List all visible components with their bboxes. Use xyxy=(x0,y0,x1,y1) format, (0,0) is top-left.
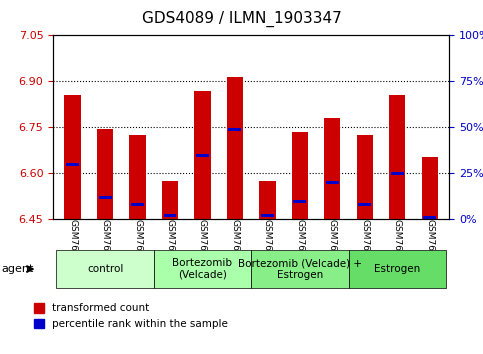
Bar xyxy=(196,154,209,156)
Text: GSM766676: GSM766676 xyxy=(68,219,77,274)
Bar xyxy=(97,129,113,219)
Text: GSM766687: GSM766687 xyxy=(328,219,337,274)
Bar xyxy=(194,91,211,219)
Text: GSM766686: GSM766686 xyxy=(296,219,304,274)
Bar xyxy=(65,95,81,219)
Text: Bortezomib (Velcade) +
Estrogen: Bortezomib (Velcade) + Estrogen xyxy=(238,258,362,280)
Bar xyxy=(292,132,308,219)
Bar xyxy=(164,214,176,217)
Bar xyxy=(422,156,438,219)
Bar xyxy=(99,196,112,199)
FancyBboxPatch shape xyxy=(57,250,154,288)
Bar xyxy=(391,172,404,175)
Bar xyxy=(162,181,178,219)
Text: agent: agent xyxy=(1,264,34,274)
Bar xyxy=(227,77,243,219)
Text: Bortezomib
(Velcade): Bortezomib (Velcade) xyxy=(172,258,232,280)
Text: GSM766681: GSM766681 xyxy=(425,219,434,274)
Text: GSM766682: GSM766682 xyxy=(166,219,174,274)
FancyBboxPatch shape xyxy=(154,250,251,288)
Text: GSM766680: GSM766680 xyxy=(393,219,402,274)
Bar xyxy=(293,200,306,202)
Text: GSM766679: GSM766679 xyxy=(360,219,369,274)
Bar xyxy=(326,181,339,184)
Bar xyxy=(66,163,79,166)
Bar xyxy=(228,128,242,131)
FancyBboxPatch shape xyxy=(349,250,446,288)
Text: control: control xyxy=(87,264,123,274)
Text: GSM766677: GSM766677 xyxy=(100,219,110,274)
Bar xyxy=(358,203,371,206)
Text: GSM766678: GSM766678 xyxy=(133,219,142,274)
Text: GSM766685: GSM766685 xyxy=(263,219,272,274)
Legend: transformed count, percentile rank within the sample: transformed count, percentile rank withi… xyxy=(29,299,232,333)
Bar xyxy=(356,135,373,219)
Bar xyxy=(389,95,405,219)
Text: GDS4089 / ILMN_1903347: GDS4089 / ILMN_1903347 xyxy=(142,11,341,27)
Bar xyxy=(259,181,275,219)
Bar xyxy=(423,216,436,219)
Bar xyxy=(131,203,144,206)
Text: Estrogen: Estrogen xyxy=(374,264,420,274)
Bar xyxy=(129,135,146,219)
FancyBboxPatch shape xyxy=(251,250,349,288)
Bar xyxy=(324,118,341,219)
Text: GSM766683: GSM766683 xyxy=(198,219,207,274)
Text: GSM766684: GSM766684 xyxy=(230,219,240,274)
Bar xyxy=(261,214,274,217)
